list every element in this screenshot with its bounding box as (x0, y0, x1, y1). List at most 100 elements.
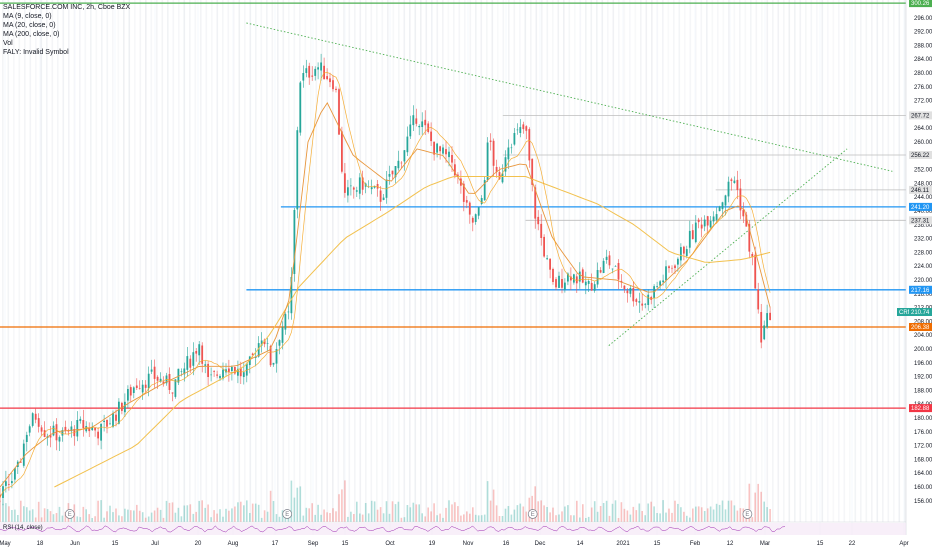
session-band (524, 0, 527, 522)
volume-bar (579, 517, 581, 522)
rsi-legend[interactable]: RSI (14, close) (3, 525, 43, 531)
candle-body (721, 202, 724, 210)
candle-body (727, 181, 730, 197)
candle-body (751, 254, 754, 257)
volume-bar (715, 503, 718, 522)
legend-symbol[interactable]: SALESFORCE.COM INC, 2h, Cboe BZX (3, 4, 131, 11)
candle-body (204, 364, 207, 366)
x-tick-label: Jul (151, 541, 159, 547)
price-tag-text: 256.22 (911, 153, 930, 159)
session-band (744, 0, 747, 522)
volume-bar (171, 502, 174, 522)
session-band (178, 0, 180, 522)
session-band (414, 0, 417, 522)
legend-ma200[interactable]: MA (200, close, 0) (3, 31, 60, 38)
earnings-event-icon (64, 509, 75, 519)
session-band (645, 0, 648, 522)
y-tick-label: 204.00 (914, 333, 932, 339)
candle-body (311, 75, 314, 77)
candle-body (733, 180, 736, 183)
session-band (563, 0, 565, 522)
session-band (893, 0, 895, 522)
session-band (425, 0, 428, 522)
candle-body (234, 367, 236, 374)
session-band (739, 0, 741, 522)
candle-body (245, 363, 248, 376)
candle-body (189, 358, 192, 368)
session-band (183, 0, 186, 522)
volume-bar (751, 517, 754, 522)
candle-body (275, 349, 278, 364)
volume-bar (34, 517, 37, 522)
volume-bar (254, 503, 257, 522)
candle-body (549, 258, 551, 270)
candle-body (623, 285, 626, 290)
volume-bar (287, 516, 290, 522)
legend-ma20[interactable]: MA (20, close, 0) (3, 22, 56, 29)
candle-body (552, 269, 554, 282)
volume-bar (576, 500, 578, 522)
session-band (24, 0, 26, 522)
y-tick-label: 200.00 (914, 347, 932, 353)
volume-bar (525, 511, 528, 522)
session-band (249, 0, 252, 522)
x-tick-label: 17 (272, 541, 279, 547)
y-tick-label: 196.00 (914, 361, 932, 367)
legend-ma9[interactable]: MA (9, close, 0) (3, 13, 52, 20)
volume-bar (730, 500, 733, 522)
session-band (750, 0, 752, 522)
candle-body (168, 374, 171, 390)
price-tag-bg (909, 111, 932, 120)
volume-bar (430, 511, 432, 522)
volume-bar (718, 504, 721, 522)
volume-bar (281, 510, 284, 522)
candle-body (25, 434, 28, 442)
candle-body (302, 73, 305, 81)
candle-body (109, 423, 111, 425)
volume-bar (133, 510, 135, 522)
candle-body (97, 431, 99, 439)
candle-body (198, 344, 201, 356)
candle-body (251, 353, 254, 356)
candle-body (590, 282, 593, 291)
session-band (315, 0, 318, 522)
candle-body (19, 461, 22, 463)
session-band (678, 0, 681, 522)
volume-bar (570, 515, 572, 522)
volume-bar (585, 518, 587, 522)
volume-bar (82, 506, 85, 522)
candle-body (564, 282, 566, 290)
volume-bar (769, 509, 771, 522)
volume-bar (290, 480, 293, 522)
session-band (354, 0, 356, 522)
volume-bar (531, 495, 533, 522)
candle-body (683, 246, 685, 254)
legend-vol[interactable]: Vol (3, 40, 13, 47)
candle-body (132, 387, 135, 393)
volume-bar (689, 517, 691, 522)
candle-body (207, 363, 209, 377)
price-tag: 300.26 (909, 0, 932, 8)
candle-body (445, 149, 447, 155)
session-band (381, 0, 384, 522)
y-tick-label: 288.00 (914, 43, 932, 49)
volume-bar (433, 503, 435, 522)
y-tick-label: 284.00 (914, 57, 932, 63)
x-tick-label: Jun (70, 541, 80, 547)
candle-body (112, 413, 114, 427)
volume-bar (528, 497, 531, 522)
candle-body (37, 418, 40, 427)
session-band (359, 0, 362, 522)
candle-body (647, 294, 650, 305)
session-band (810, 0, 813, 522)
session-band (337, 0, 340, 522)
candle-body (516, 129, 519, 131)
session-band (486, 0, 488, 522)
legend-faly[interactable]: FALY: Invalid Symbol (3, 49, 69, 56)
candle-body (162, 381, 165, 385)
candle-body (626, 290, 629, 294)
session-band (255, 0, 257, 522)
price-tag: 182.88 (909, 404, 932, 413)
candle-body (605, 256, 608, 260)
